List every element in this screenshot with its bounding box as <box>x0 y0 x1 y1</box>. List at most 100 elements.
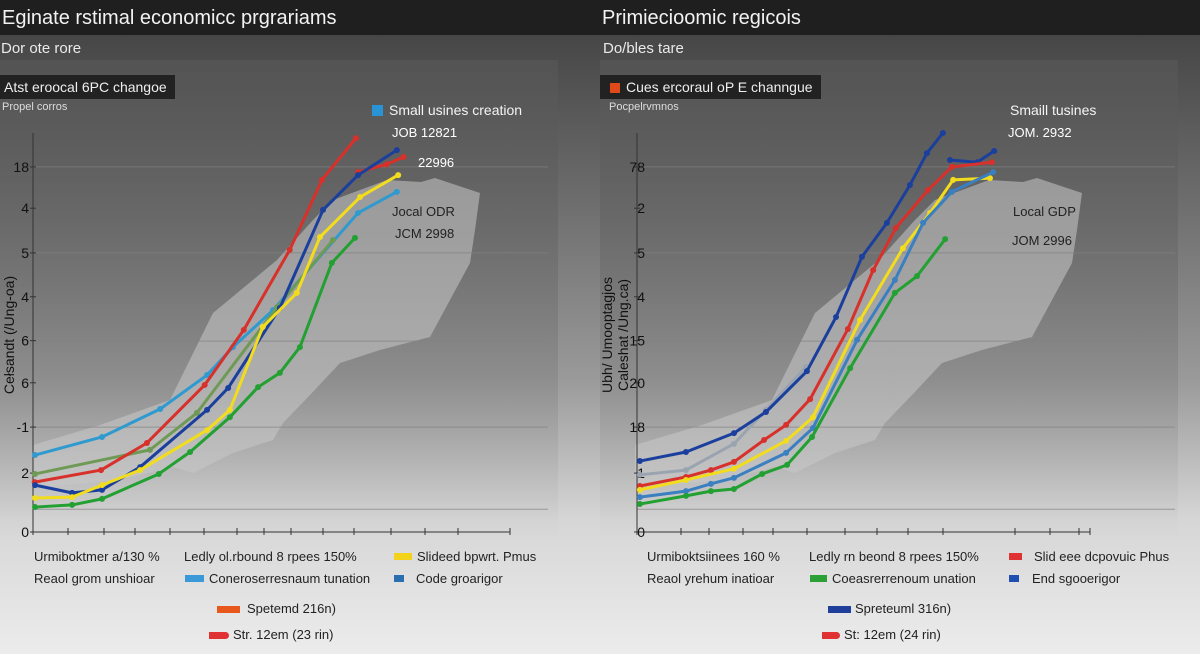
legend-label: Smaill tusines <box>1010 102 1097 118</box>
y-tick-label: 2 <box>21 465 29 481</box>
data-point <box>833 314 840 320</box>
data-point <box>636 458 643 465</box>
y-tick-label: 4 <box>637 289 645 305</box>
y-axis-title: Ubh/ Umooptagjos <box>600 277 615 393</box>
data-point <box>730 430 737 437</box>
data-point <box>193 409 200 416</box>
legend-text: Reaol yrehum inatioar <box>647 571 775 586</box>
data-point <box>240 326 247 333</box>
data-point <box>682 492 689 499</box>
data-point <box>807 396 814 403</box>
data-point <box>226 414 233 421</box>
legend-swatch <box>822 632 840 639</box>
data-point <box>682 476 689 483</box>
data-point <box>319 176 325 183</box>
data-point <box>143 439 150 446</box>
data-point <box>204 372 211 379</box>
y-tick-label: -1 <box>17 419 30 435</box>
data-point <box>761 436 768 443</box>
legend-swatch <box>1009 553 1022 560</box>
data-point <box>891 289 898 296</box>
y-tick-label: 4 <box>21 200 29 216</box>
y-axis-title: Caleshat /Ung.ca) <box>615 279 631 391</box>
legend-text: Coneroserresnaum tunation <box>209 571 371 586</box>
data-point <box>32 504 39 511</box>
data-point <box>762 409 769 416</box>
data-point <box>329 237 336 244</box>
data-point <box>784 461 791 468</box>
series-label-box: Atst eroocal 6PC changoe <box>0 75 175 99</box>
data-point <box>259 323 266 330</box>
data-point <box>98 467 104 474</box>
data-point <box>759 470 766 477</box>
data-point <box>730 474 737 481</box>
y-tick-label: 2 <box>637 200 645 216</box>
data-point <box>383 161 390 168</box>
data-point <box>636 494 643 501</box>
data-point <box>395 172 402 179</box>
chart-subtitle: Do/bles tare <box>603 40 684 57</box>
data-point <box>854 336 861 343</box>
data-point <box>730 486 737 492</box>
data-point <box>707 488 714 495</box>
data-point <box>355 172 362 179</box>
legend-text: Ledly ol.rbound 8 rpees 150% <box>184 549 357 564</box>
data-point <box>320 206 327 213</box>
data-point <box>69 489 76 496</box>
data-point <box>990 169 997 176</box>
data-point <box>155 470 162 477</box>
y-tick-label: 5 <box>637 245 645 261</box>
data-point <box>99 495 106 502</box>
data-point <box>707 467 714 474</box>
data-point <box>32 470 39 477</box>
legend-text: Slid eee dcpovuic Phus <box>1034 549 1170 564</box>
series-swatch <box>610 83 620 93</box>
legend-text: Reaol grom unshioar <box>34 571 155 586</box>
data-point <box>923 150 930 157</box>
y-tick-label: 6 <box>21 375 29 391</box>
data-point <box>226 406 233 413</box>
annotation: 22996 <box>418 155 455 170</box>
chart-title: Eginate rstimal economicc prgrariams <box>2 7 337 29</box>
annotation: JOM. 2932 <box>1008 125 1072 140</box>
y-tick-label: 0 <box>637 524 645 540</box>
data-point <box>948 188 955 195</box>
data-point <box>682 467 689 474</box>
data-point <box>393 188 400 195</box>
data-point <box>991 148 998 155</box>
legend-text: Urmiboktsiinees 160 % <box>647 549 780 564</box>
small-caption: Pocpelrvmnos <box>609 101 679 113</box>
legend-entry: Small usines creation <box>372 102 522 118</box>
series-line <box>33 136 358 484</box>
legend-text: Spreteuml 316n) <box>855 601 952 616</box>
legend-swatch <box>394 553 412 560</box>
data-point <box>636 471 643 478</box>
data-point <box>351 234 358 241</box>
title-bar <box>0 0 1200 35</box>
data-point <box>857 317 864 324</box>
data-point <box>32 495 39 502</box>
legend-text: Spetemd 216n) <box>247 601 336 616</box>
data-point <box>891 277 898 284</box>
data-point <box>316 234 323 241</box>
legend-swatch <box>1009 575 1019 582</box>
y-tick-label: 18 <box>13 159 29 175</box>
small-caption: Propel corros <box>2 101 68 113</box>
data-point <box>69 501 76 508</box>
data-point <box>948 163 955 170</box>
y-axis-title: Cełsandt (/Ung-oa) <box>1 276 17 394</box>
data-point <box>810 414 816 421</box>
legend-swatch <box>217 606 240 613</box>
series-label: Cues ercoraul oP E channgue <box>626 79 813 95</box>
data-point <box>146 446 153 453</box>
legend-swatch <box>185 575 204 582</box>
legend-text: Code groarigor <box>416 571 503 586</box>
data-point <box>847 365 854 372</box>
data-point <box>844 326 851 333</box>
left-chart-panel: Eginate rstimal economicc prgrariams Dor… <box>0 7 558 642</box>
series-line <box>948 149 996 164</box>
data-point <box>783 449 790 456</box>
data-point <box>328 259 335 266</box>
data-point <box>730 458 737 465</box>
